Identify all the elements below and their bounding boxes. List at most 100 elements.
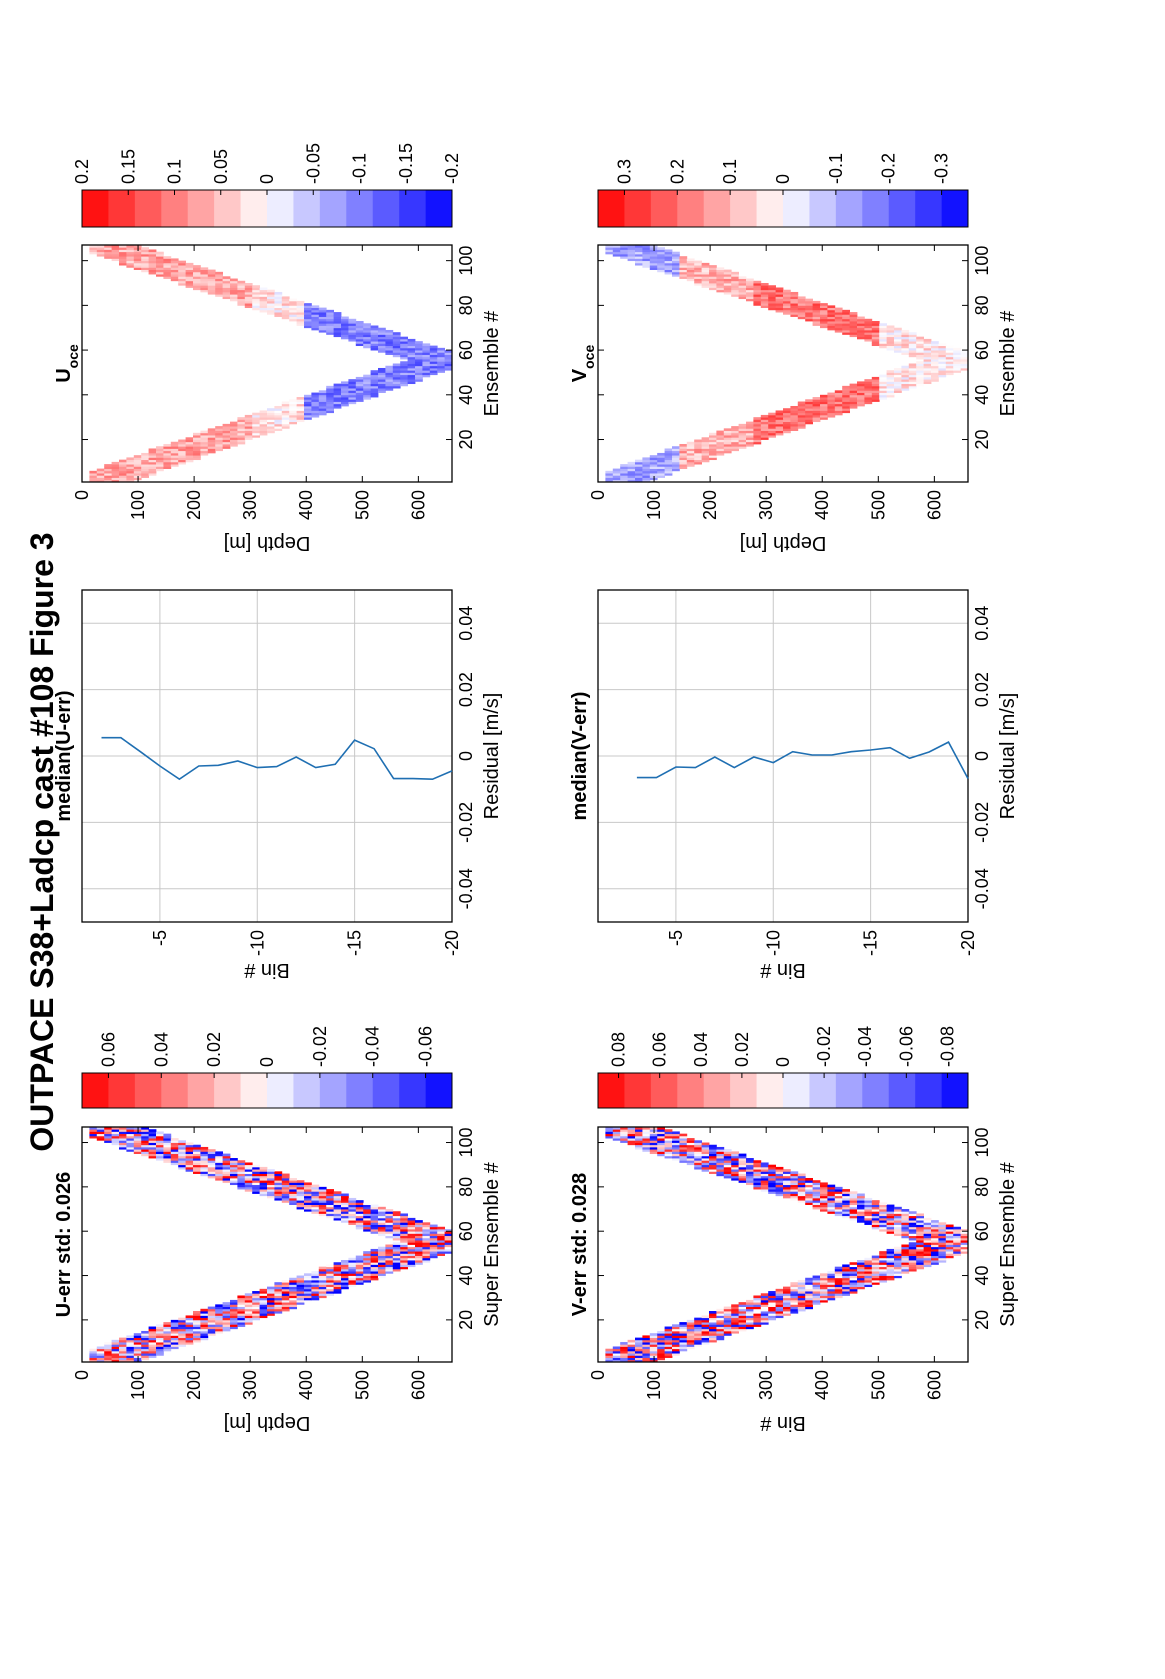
verr-cell: [812, 1299, 821, 1303]
verr-cell: [694, 1140, 702, 1143]
verr-cell: [953, 1246, 961, 1250]
voce-cell: [664, 271, 673, 275]
voce-cell: [635, 461, 643, 465]
voce-cell: [657, 269, 665, 273]
voce-cell: [672, 464, 680, 467]
voce-cell: [953, 367, 961, 371]
verr-colorbar: 0.08 0.06 0.04 0.02 0 -0.02 -0.04 -0.06 -0.08: [597, 1026, 969, 1109]
voce-cell: [871, 323, 880, 326]
voce-cell: [753, 421, 762, 425]
uerr-cell: [370, 1266, 379, 1270]
voce-cell: [753, 439, 762, 443]
uerr-cell: [185, 1169, 194, 1172]
uerr-cell: [422, 1233, 431, 1237]
uerr-cell: [222, 1315, 231, 1319]
uerr-cell: [244, 1317, 253, 1321]
uoce-cell: [126, 461, 135, 465]
vresid-xtick-label: 0.04: [972, 606, 992, 641]
uerr-cell: [170, 1146, 179, 1150]
verr-cell: [827, 1197, 836, 1201]
verr-cell: [775, 1288, 784, 1292]
uoce-cell: [348, 394, 357, 398]
verr-cell: [716, 1160, 725, 1163]
verr-cell: [931, 1222, 939, 1225]
verr-cell: [686, 1158, 695, 1161]
uoce-cell: [415, 376, 423, 380]
uoce-cell: [341, 392, 349, 396]
uoce-cell: [156, 251, 164, 255]
uoce-cell: [163, 260, 172, 264]
uoce-cell: [437, 363, 445, 367]
uerr-cell: [355, 1222, 364, 1225]
uoce-cell: [200, 452, 209, 456]
verr-cell: [605, 1353, 614, 1356]
uerr-cell: [407, 1255, 416, 1259]
voce-cell: [701, 446, 710, 449]
voce-cell: [738, 296, 747, 300]
voce-cell: [701, 437, 710, 440]
uoce-cell: [289, 405, 297, 409]
voce-cell: [649, 470, 658, 474]
voce-cell: [738, 443, 747, 447]
uerr-cell: [289, 1195, 297, 1199]
uerr-cell: [355, 1257, 364, 1261]
verr-cell: [731, 1155, 739, 1159]
uerr-cell: [111, 1133, 120, 1137]
uoce-cell: [392, 374, 401, 378]
verr-cell: [894, 1220, 902, 1223]
uerr-cell: [363, 1215, 371, 1219]
verr-cell: [894, 1233, 902, 1237]
uoce-cell: [89, 470, 98, 474]
verr-cell: [738, 1169, 747, 1172]
verr-cell: [916, 1244, 924, 1248]
uerr-cell: [341, 1197, 349, 1201]
voce-cell: [923, 367, 932, 371]
uoce-cell: [400, 381, 408, 385]
voce-cell: [709, 452, 717, 456]
voce-cell: [953, 370, 961, 373]
uoce-cell: [170, 265, 179, 268]
vresid-xtick-label: 0.02: [972, 672, 992, 707]
uoce-cell: [252, 432, 260, 436]
uerr-cell: [163, 1151, 172, 1155]
voce-cell: [849, 321, 858, 324]
uoce-cell: [89, 245, 98, 248]
verr-cell: [901, 1260, 910, 1263]
uoce-cell: [230, 435, 238, 438]
verr-cell: [731, 1324, 739, 1327]
uoce-cell: [429, 354, 438, 358]
verr-cell: [760, 1177, 769, 1181]
verr-cell: [827, 1286, 836, 1290]
uerr-cell: [163, 1146, 172, 1150]
verr-cell: [805, 1291, 813, 1294]
uoce-cell: [400, 372, 408, 376]
voce-cell: [953, 363, 961, 367]
verr-cell: [635, 1342, 643, 1345]
uerr-cell: [244, 1299, 253, 1303]
uoce-cell: [222, 437, 231, 440]
uoce-cell: [252, 428, 260, 431]
uerr-cell: [126, 1359, 135, 1363]
voce-cell: [805, 298, 813, 302]
verr-colorbar-swatch: [624, 1073, 652, 1108]
uoce-cell: [178, 280, 186, 284]
voce-cell: [820, 309, 828, 313]
voce-cell: [760, 419, 769, 423]
uerr-cell: [267, 1171, 275, 1174]
voce-cell: [886, 341, 895, 344]
uerr-cell: [400, 1260, 408, 1263]
voce-cell: [686, 276, 695, 279]
uoce-cell: [259, 298, 268, 302]
verr-cell: [746, 1160, 754, 1163]
uerr-cell: [244, 1293, 253, 1296]
voce-cell: [901, 338, 910, 342]
uerr-cell: [133, 1342, 142, 1345]
voce-cell: [864, 399, 873, 402]
voce-cell: [731, 439, 739, 443]
voce-cell: [790, 300, 799, 304]
voce-cell: [664, 265, 673, 268]
verr-cell: [820, 1295, 828, 1299]
uerr-cell: [111, 1140, 120, 1143]
uoce-cell: [392, 363, 401, 367]
uerr-cell: [237, 1166, 246, 1170]
